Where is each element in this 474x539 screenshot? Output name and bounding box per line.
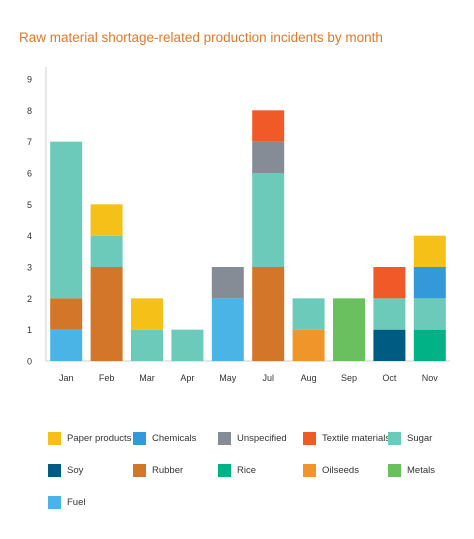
legend-item: Rice — [218, 464, 256, 477]
y-tick-label: 5 — [27, 200, 32, 210]
legend-label: Sugar — [407, 433, 433, 444]
chart-title: Raw material shortage-related production… — [19, 30, 383, 45]
bar-segment — [413, 235, 446, 267]
legend-swatch — [48, 432, 61, 445]
y-tick-label: 3 — [27, 263, 32, 273]
legend-item: Soy — [48, 464, 83, 477]
legend-label: Paper products — [67, 433, 132, 444]
bar-segment — [90, 204, 123, 236]
bar-segment — [90, 267, 123, 361]
bar-segment — [252, 110, 285, 142]
bar-segment — [413, 329, 446, 361]
bar-segment — [131, 329, 163, 361]
y-tick-label: 9 — [27, 75, 32, 85]
legend-swatch — [48, 496, 61, 509]
x-tick-label: Jul — [262, 373, 274, 383]
legend-item: Metals — [388, 464, 435, 477]
y-tick-label: 2 — [27, 294, 32, 304]
bar-segment — [171, 329, 204, 361]
y-tick-label: 0 — [27, 357, 32, 367]
legend-item: Fuel — [48, 496, 85, 509]
legend-label: Textile materials — [322, 433, 391, 444]
bar-segment — [90, 235, 123, 267]
bar-segment — [373, 329, 406, 361]
bar-segment — [131, 298, 163, 330]
legend-item: Chemicals — [133, 432, 196, 445]
y-tick-label: 4 — [27, 231, 32, 241]
y-tick-label: 7 — [27, 137, 32, 147]
x-tick-label: Sep — [341, 373, 357, 383]
legend-swatch — [48, 464, 61, 477]
y-tick-label: 1 — [27, 325, 32, 335]
y-tick-label: 6 — [27, 169, 32, 179]
bar-segment — [50, 329, 83, 361]
bar-segment — [50, 141, 83, 299]
stacked-bar-chart: 0 1 2 3 4 5 6 7 8 9 Jan Feb Mar Apr May Jul Aug Sep Oct Nov — [27, 67, 450, 383]
x-tick-label: Nov — [422, 373, 439, 383]
legend-swatch — [133, 432, 146, 445]
x-tick-label: Mar — [139, 373, 155, 383]
legend-swatch — [303, 432, 316, 445]
bar-segment — [413, 298, 446, 330]
bar-segment — [211, 267, 244, 299]
legend-label: Chemicals — [152, 433, 197, 444]
legend-item: Oilseeds — [303, 464, 359, 477]
bar-segment — [292, 298, 325, 330]
legend-swatch — [388, 464, 401, 477]
legend-item: Paper products — [48, 432, 131, 445]
legend-swatch — [218, 432, 231, 445]
bar-segment — [292, 329, 325, 361]
legend-item: Rubber — [133, 464, 183, 477]
legend-item: Textile materials — [303, 432, 390, 445]
bar-segment — [252, 267, 285, 361]
bar-segment — [413, 267, 446, 299]
x-tick-label: Aug — [301, 373, 317, 383]
legend-swatch — [388, 432, 401, 445]
legend-label: Soy — [67, 465, 84, 476]
legend-label: Fuel — [67, 497, 86, 508]
legend-label: Unspecified — [237, 433, 287, 444]
legend-item: Unspecified — [218, 432, 287, 445]
legend-label: Rice — [237, 465, 257, 476]
legend-swatch — [303, 464, 316, 477]
bar-segment — [333, 298, 365, 361]
bar-segment — [50, 298, 83, 330]
legend-label: Rubber — [152, 465, 184, 476]
legend-label: Oilseeds — [322, 465, 359, 476]
bar-segment — [373, 298, 406, 330]
bar-segment — [252, 141, 285, 173]
bar-segment — [211, 298, 244, 361]
legend-item: Sugar — [388, 432, 432, 445]
bar-segment — [252, 173, 285, 267]
legend-label: Metals — [407, 465, 435, 476]
x-tick-label: Jan — [59, 373, 74, 383]
legend-swatch — [133, 464, 146, 477]
x-tick-label: Oct — [382, 373, 397, 383]
x-tick-label: Feb — [99, 373, 115, 383]
y-tick-label: 8 — [27, 106, 32, 116]
legend-swatch — [218, 464, 231, 477]
bar-segment — [373, 267, 406, 299]
x-tick-label: May — [219, 373, 237, 383]
x-tick-label: Apr — [180, 373, 194, 383]
